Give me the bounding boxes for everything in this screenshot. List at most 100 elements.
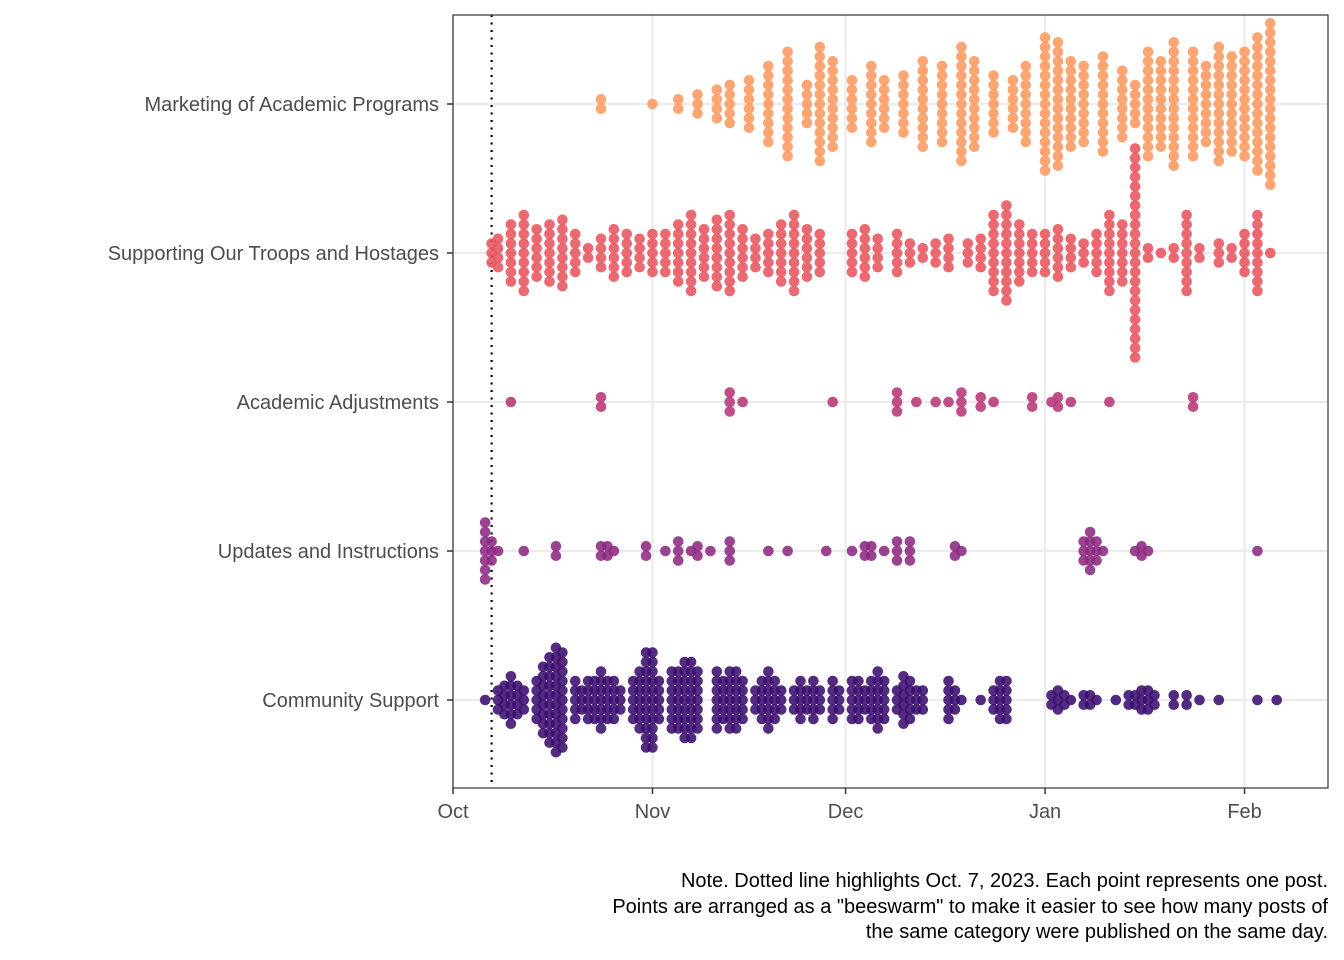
- data-point: [1001, 685, 1012, 696]
- data-point: [518, 257, 530, 268]
- data-point: [1239, 238, 1250, 249]
- data-point: [557, 214, 568, 226]
- data-point: [1239, 247, 1250, 259]
- data-point: [872, 242, 884, 254]
- data-point: [1116, 228, 1128, 240]
- data-point: [846, 247, 858, 259]
- data-point: [698, 252, 710, 264]
- data-point: [956, 79, 967, 91]
- data-point: [1052, 84, 1064, 96]
- data-point: [1014, 257, 1025, 268]
- data-point: [1239, 141, 1250, 153]
- data-point: [988, 266, 999, 278]
- data-point: [1239, 74, 1250, 86]
- data-point: [1065, 122, 1077, 134]
- data-point: [492, 242, 504, 254]
- data-point: [1001, 295, 1012, 306]
- data-point: [1155, 55, 1167, 67]
- data-point: [518, 209, 530, 221]
- data-point: [1187, 84, 1199, 96]
- data-point: [1226, 51, 1237, 62]
- data-point: [647, 732, 658, 744]
- data-point: [1065, 131, 1077, 143]
- data-point: [808, 713, 819, 725]
- data-point: [1142, 84, 1154, 96]
- data-point: [763, 108, 774, 119]
- data-point: [1194, 242, 1205, 254]
- data-point: [1039, 228, 1051, 240]
- data-point: [1226, 60, 1237, 72]
- data-point: [846, 266, 858, 278]
- data-point: [827, 74, 838, 86]
- data-point: [518, 276, 530, 287]
- data-point: [782, 93, 793, 105]
- data-point: [814, 108, 826, 119]
- data-point: [692, 694, 703, 706]
- data-point: [988, 228, 999, 240]
- data-point: [891, 406, 903, 417]
- data-point: [1226, 117, 1237, 129]
- data-point: [653, 713, 665, 725]
- data-point: [595, 723, 607, 734]
- data-point: [1265, 36, 1276, 48]
- data-point: [486, 536, 497, 547]
- data-point: [660, 257, 671, 268]
- data-point: [486, 555, 497, 566]
- data-point: [904, 257, 916, 268]
- data-point: [692, 89, 703, 100]
- data-point: [1213, 146, 1225, 157]
- data-point: [1239, 103, 1250, 115]
- data-point: [763, 117, 774, 129]
- data-point: [853, 675, 864, 687]
- data-point: [672, 103, 684, 115]
- data-point: [531, 233, 542, 245]
- data-point: [1187, 55, 1199, 67]
- data-point: [724, 238, 736, 249]
- data-point: [1265, 93, 1276, 105]
- data-point: [518, 694, 530, 706]
- data-point: [608, 713, 620, 725]
- data-point: [801, 79, 813, 91]
- data-point: [724, 219, 736, 230]
- data-point: [737, 223, 748, 235]
- data-point: [782, 112, 793, 124]
- data-point: [1039, 117, 1051, 129]
- data-point: [1187, 103, 1199, 115]
- data-point: [672, 536, 684, 547]
- data-point: [872, 252, 884, 264]
- data-point: [968, 141, 980, 153]
- data-point: [1116, 131, 1128, 143]
- data-point: [1200, 108, 1212, 119]
- data-point: [621, 238, 633, 249]
- data-point: [846, 93, 858, 105]
- data-point: [846, 238, 858, 249]
- data-point: [653, 685, 665, 696]
- data-point: [1001, 694, 1012, 706]
- data-point: [595, 103, 607, 115]
- data-point: [1265, 74, 1276, 86]
- data-point: [1181, 228, 1192, 240]
- data-point: [814, 117, 826, 129]
- data-point: [866, 98, 877, 110]
- data-point: [1142, 65, 1154, 77]
- data-point: [1052, 103, 1064, 115]
- data-point: [878, 545, 890, 557]
- data-point: [1181, 238, 1192, 249]
- data-point: [814, 694, 826, 706]
- data-point: [1142, 545, 1154, 557]
- data-point: [1213, 60, 1225, 72]
- data-point: [1129, 117, 1141, 129]
- data-point: [1001, 704, 1012, 715]
- data-point: [763, 666, 774, 677]
- data-point: [814, 238, 826, 249]
- data-point: [1078, 98, 1089, 110]
- data-point: [866, 127, 877, 138]
- data-point: [846, 257, 858, 268]
- series-group: [486, 143, 1276, 363]
- data-point: [833, 694, 845, 706]
- data-point: [724, 266, 736, 278]
- data-point: [1104, 266, 1115, 278]
- data-point: [1065, 55, 1077, 67]
- data-point: [557, 723, 568, 734]
- data-point: [943, 675, 954, 687]
